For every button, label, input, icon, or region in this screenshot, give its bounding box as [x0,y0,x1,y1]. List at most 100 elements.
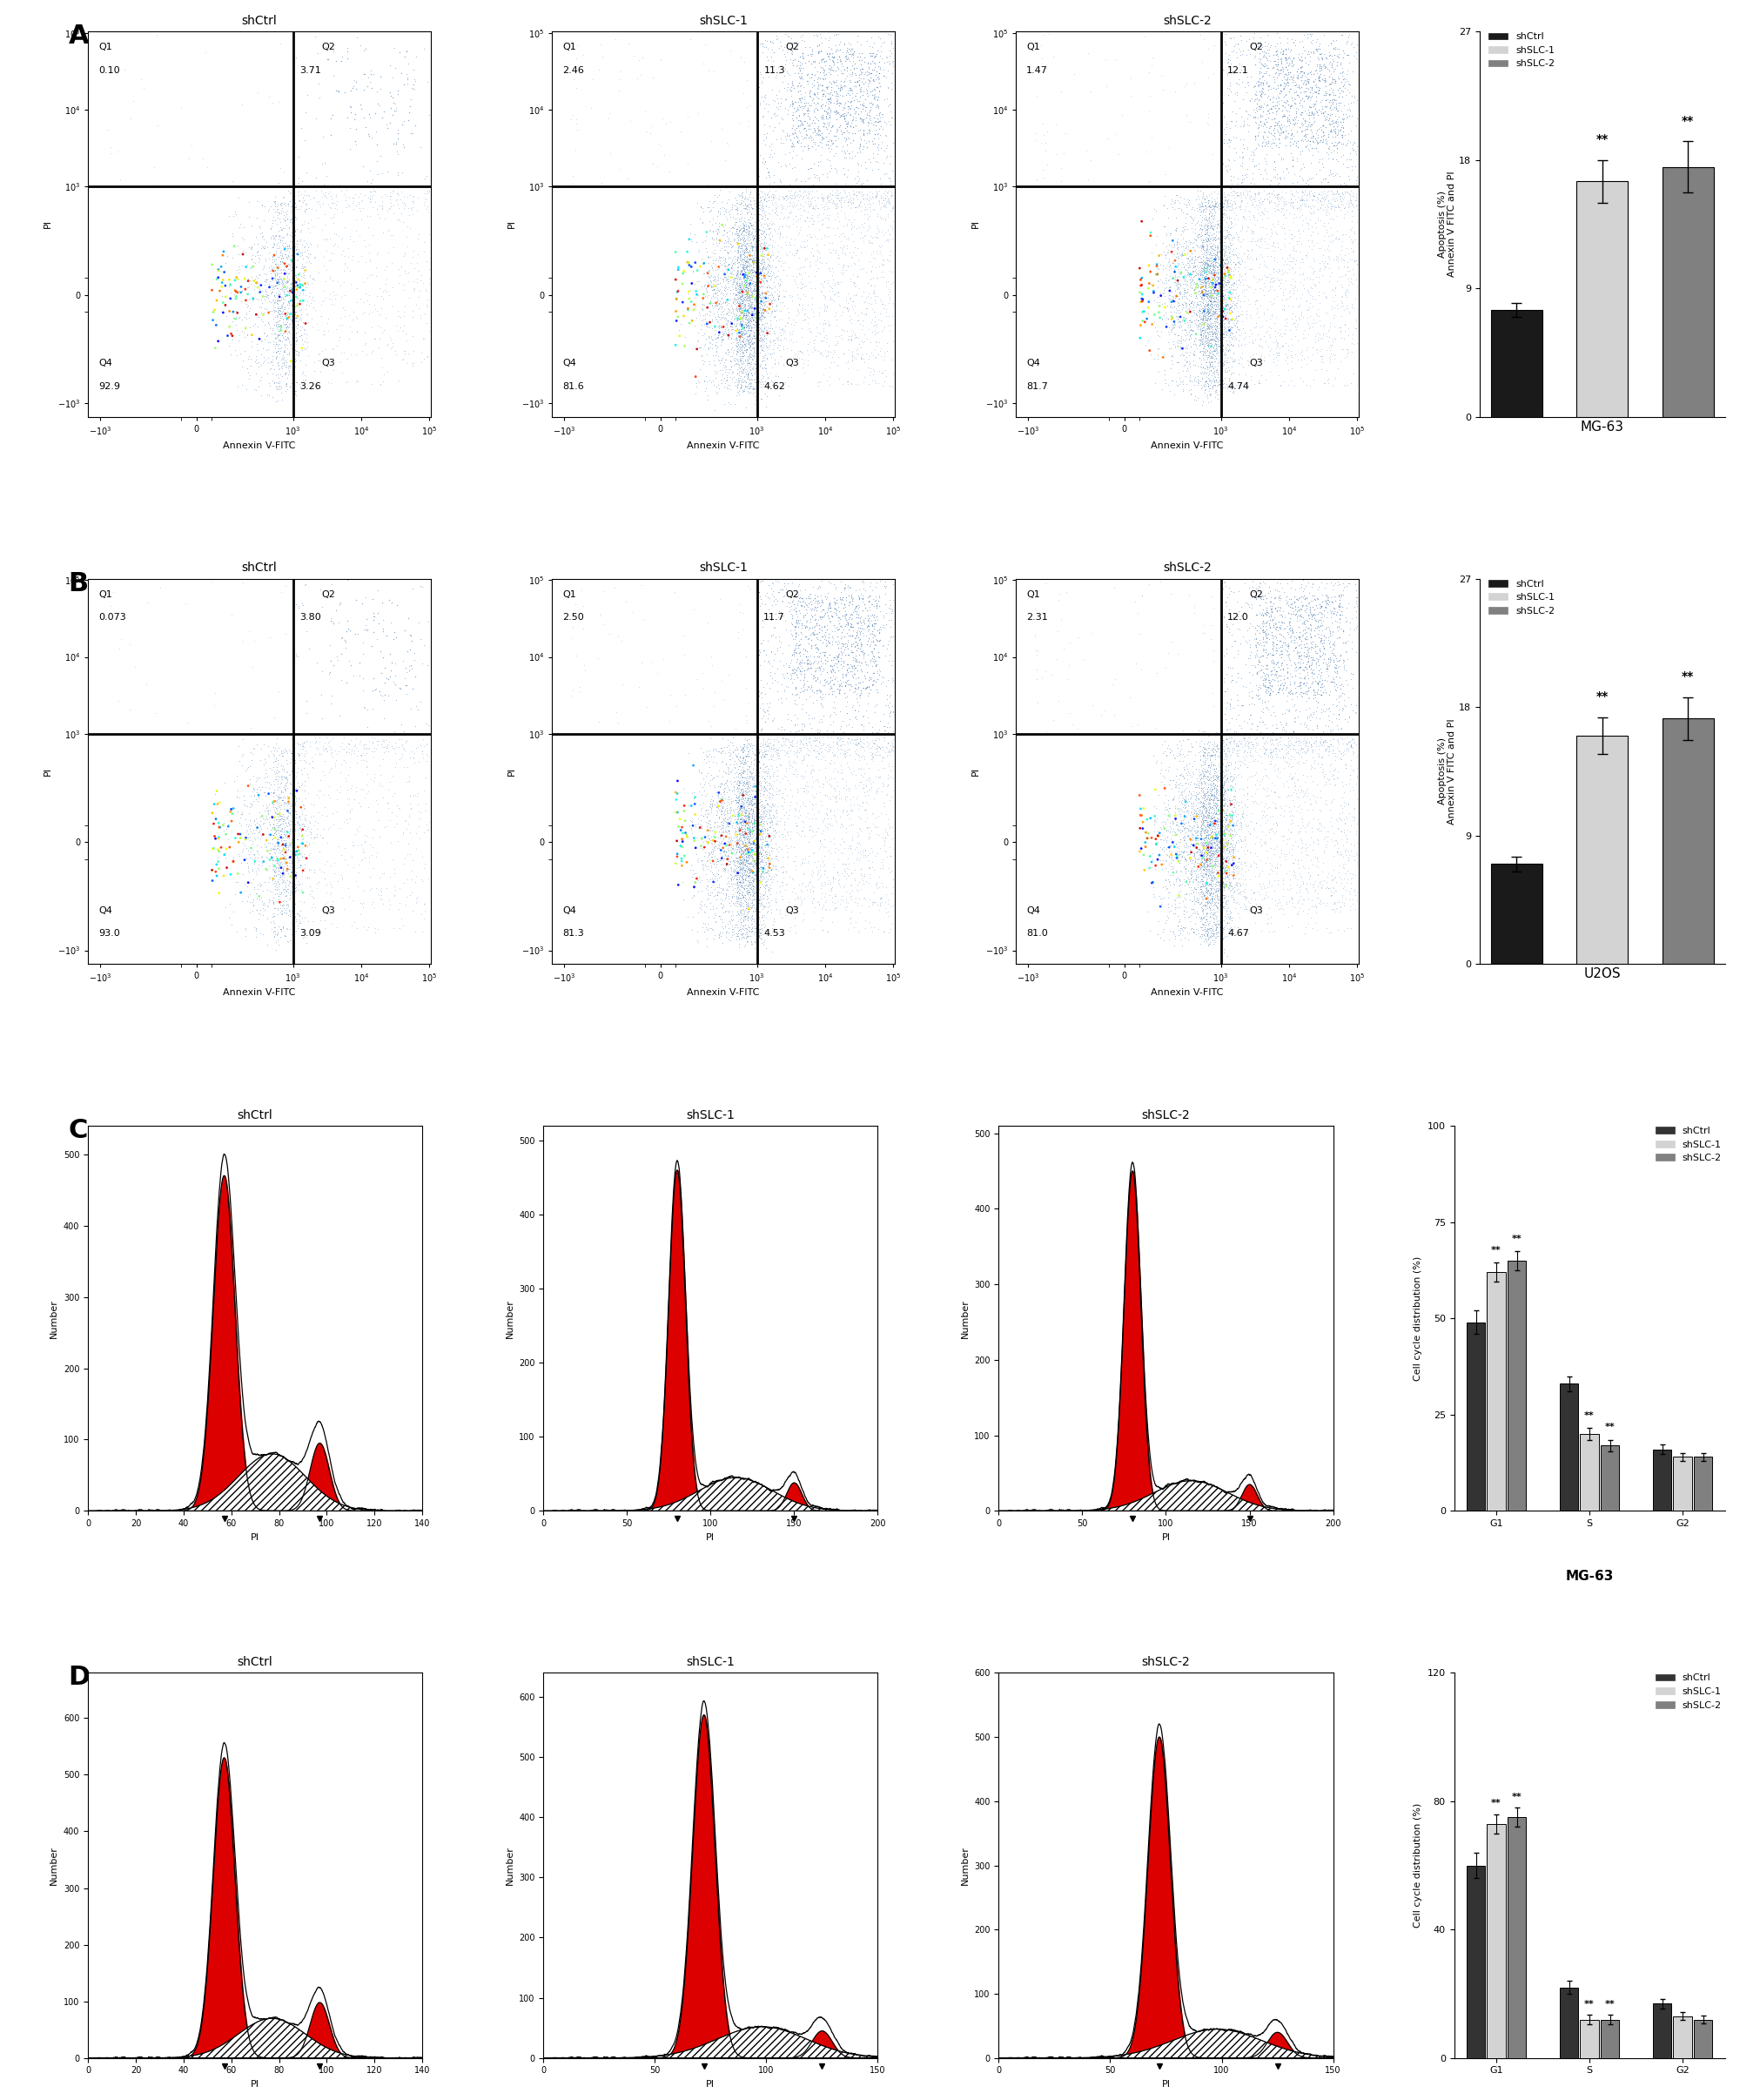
Point [811,80,840,113]
Point [1200,850,1228,884]
Point [1202,332,1230,365]
Point [1308,353,1336,386]
Point [1207,267,1236,300]
Point [736,806,764,840]
Point [822,17,850,50]
Point [1281,126,1309,160]
Point [736,288,764,321]
Point [1262,323,1290,357]
Point [1213,813,1241,846]
Point [871,607,899,640]
Point [1199,869,1227,903]
Point [1220,853,1248,886]
Point [1195,254,1223,288]
Point [1322,90,1350,124]
Point [1341,134,1369,168]
Point [1211,338,1239,372]
Point [1195,842,1223,876]
Point [750,185,778,218]
Point [847,342,875,376]
Point [1271,122,1299,155]
Point [268,838,296,872]
Point [1248,109,1276,143]
Point [852,130,880,164]
Point [743,790,771,823]
Point [736,850,764,884]
Point [204,788,232,821]
Point [1248,76,1276,109]
Point [847,105,875,139]
Point [1258,86,1287,120]
Point [231,334,259,368]
Point [697,220,725,254]
Point [1324,118,1352,151]
Point [268,290,296,323]
Point [741,365,769,399]
Point [1294,260,1322,294]
Point [723,357,752,391]
Point [1306,727,1334,760]
Point [282,760,310,794]
Point [1035,17,1063,50]
Point [1329,187,1357,220]
Point [1214,187,1243,220]
Point [1225,865,1253,899]
Point [708,825,736,859]
Point [1098,668,1126,701]
Point [1213,821,1241,855]
Point [725,802,753,836]
Point [737,783,766,817]
Point [1139,865,1167,899]
Point [746,181,774,214]
Point [737,911,766,945]
Point [1327,578,1355,611]
Point [1315,340,1343,374]
Point [744,739,773,773]
Point [1315,731,1343,764]
Point [746,634,774,668]
Title: shSLC-2: shSLC-2 [1163,15,1211,27]
Point [1195,764,1223,798]
Point [1172,785,1200,819]
Point [681,798,709,832]
Point [1179,819,1207,853]
Point [1223,739,1251,773]
Point [1207,311,1236,344]
Point [831,855,859,888]
Point [1237,874,1265,907]
Point [1313,815,1341,848]
Point [743,206,771,239]
Point [848,729,876,762]
Point [1241,746,1269,779]
Point [1199,861,1227,895]
Point [1188,842,1216,876]
Point [262,846,290,880]
Point [713,292,741,326]
Point [1202,731,1230,764]
Point [232,317,260,351]
Point [757,197,785,231]
Point [1297,609,1325,643]
Point [734,804,762,838]
Point [804,181,832,214]
Point [644,126,672,160]
Point [734,220,762,254]
Point [727,223,755,256]
Point [743,781,771,815]
Point [283,806,312,840]
Point [1302,710,1331,743]
Point [1320,645,1348,678]
Point [753,687,781,720]
Point [1184,239,1213,273]
Point [1192,262,1220,296]
Point [868,664,896,697]
Point [278,766,306,800]
Point [271,872,299,905]
Point [287,859,315,892]
Point [1184,775,1213,808]
Point [1211,781,1239,815]
Point [1325,884,1353,918]
Point [875,716,903,750]
Point [1188,250,1216,284]
Point [1188,237,1216,271]
